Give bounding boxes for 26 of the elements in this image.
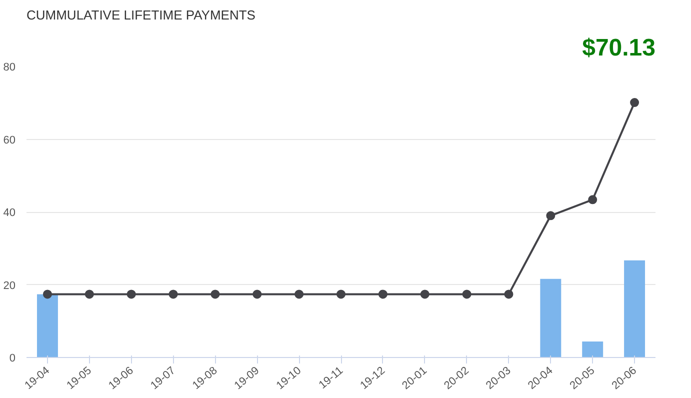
point xyxy=(420,290,430,299)
y-tick-label: 40 xyxy=(3,207,16,219)
point xyxy=(504,290,514,299)
y-tick-label: 20 xyxy=(3,280,16,292)
bar xyxy=(540,278,562,358)
y-tick-label: 0 xyxy=(9,352,16,364)
y-tick-label: 80 xyxy=(3,62,16,74)
chart-title: CUMMULATIVE LIFETIME PAYMENTS xyxy=(26,8,256,22)
bar xyxy=(36,294,58,358)
text: $70.13 xyxy=(582,34,656,62)
point xyxy=(42,290,52,299)
point xyxy=(630,98,640,108)
point xyxy=(168,290,178,299)
point xyxy=(462,290,472,299)
bar xyxy=(582,341,604,358)
point xyxy=(294,290,304,299)
point xyxy=(378,290,388,299)
point xyxy=(252,290,262,299)
point xyxy=(336,290,346,299)
point xyxy=(126,290,136,299)
point xyxy=(84,290,94,299)
bar xyxy=(624,260,646,358)
point xyxy=(546,211,556,220)
point xyxy=(588,195,598,204)
y-tick-label: 60 xyxy=(3,134,16,146)
point xyxy=(210,290,220,299)
